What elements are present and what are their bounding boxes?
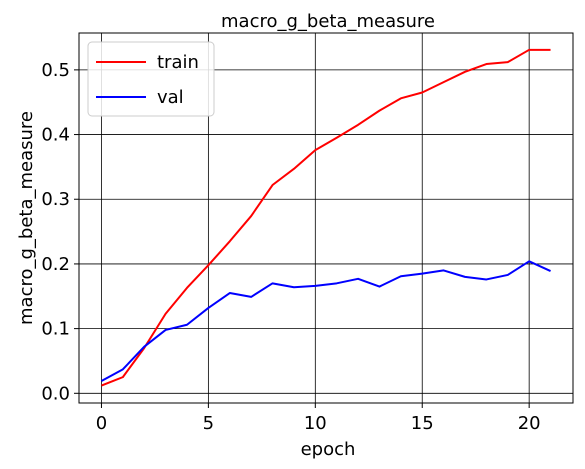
legend: train val [87, 41, 215, 117]
x-axis: 0 5 10 15 20 [96, 403, 541, 434]
x-tick-label: 20 [518, 413, 541, 434]
y-tick-label: 0.3 [41, 189, 70, 210]
y-tick-label: 0.1 [41, 319, 70, 340]
legend-label-val: val [157, 87, 184, 108]
y-tick-label: 0.2 [41, 254, 70, 275]
plot-frame [78, 32, 574, 404]
y-tick-label: 0.0 [41, 383, 70, 404]
series-layer [100, 48, 551, 387]
y-axis: 0.0 0.1 0.2 0.3 0.4 0.5 [41, 60, 79, 404]
y-tick-label: 0.4 [41, 125, 70, 146]
y-axis-label: macro_g_beta_measure [16, 111, 37, 325]
x-tick-label: 15 [411, 413, 434, 434]
x-tick-label: 10 [304, 413, 327, 434]
y-tick-label: 0.5 [41, 60, 70, 81]
chart-title: macro_g_beta_measure [221, 11, 435, 32]
x-tick-label: 0 [96, 413, 107, 434]
series-line-val [100, 260, 551, 382]
series-line-train [101, 48, 551, 387]
legend-label-train: train [157, 52, 199, 73]
x-axis-label: epoch [301, 439, 356, 460]
x-tick-label: 5 [203, 413, 214, 434]
